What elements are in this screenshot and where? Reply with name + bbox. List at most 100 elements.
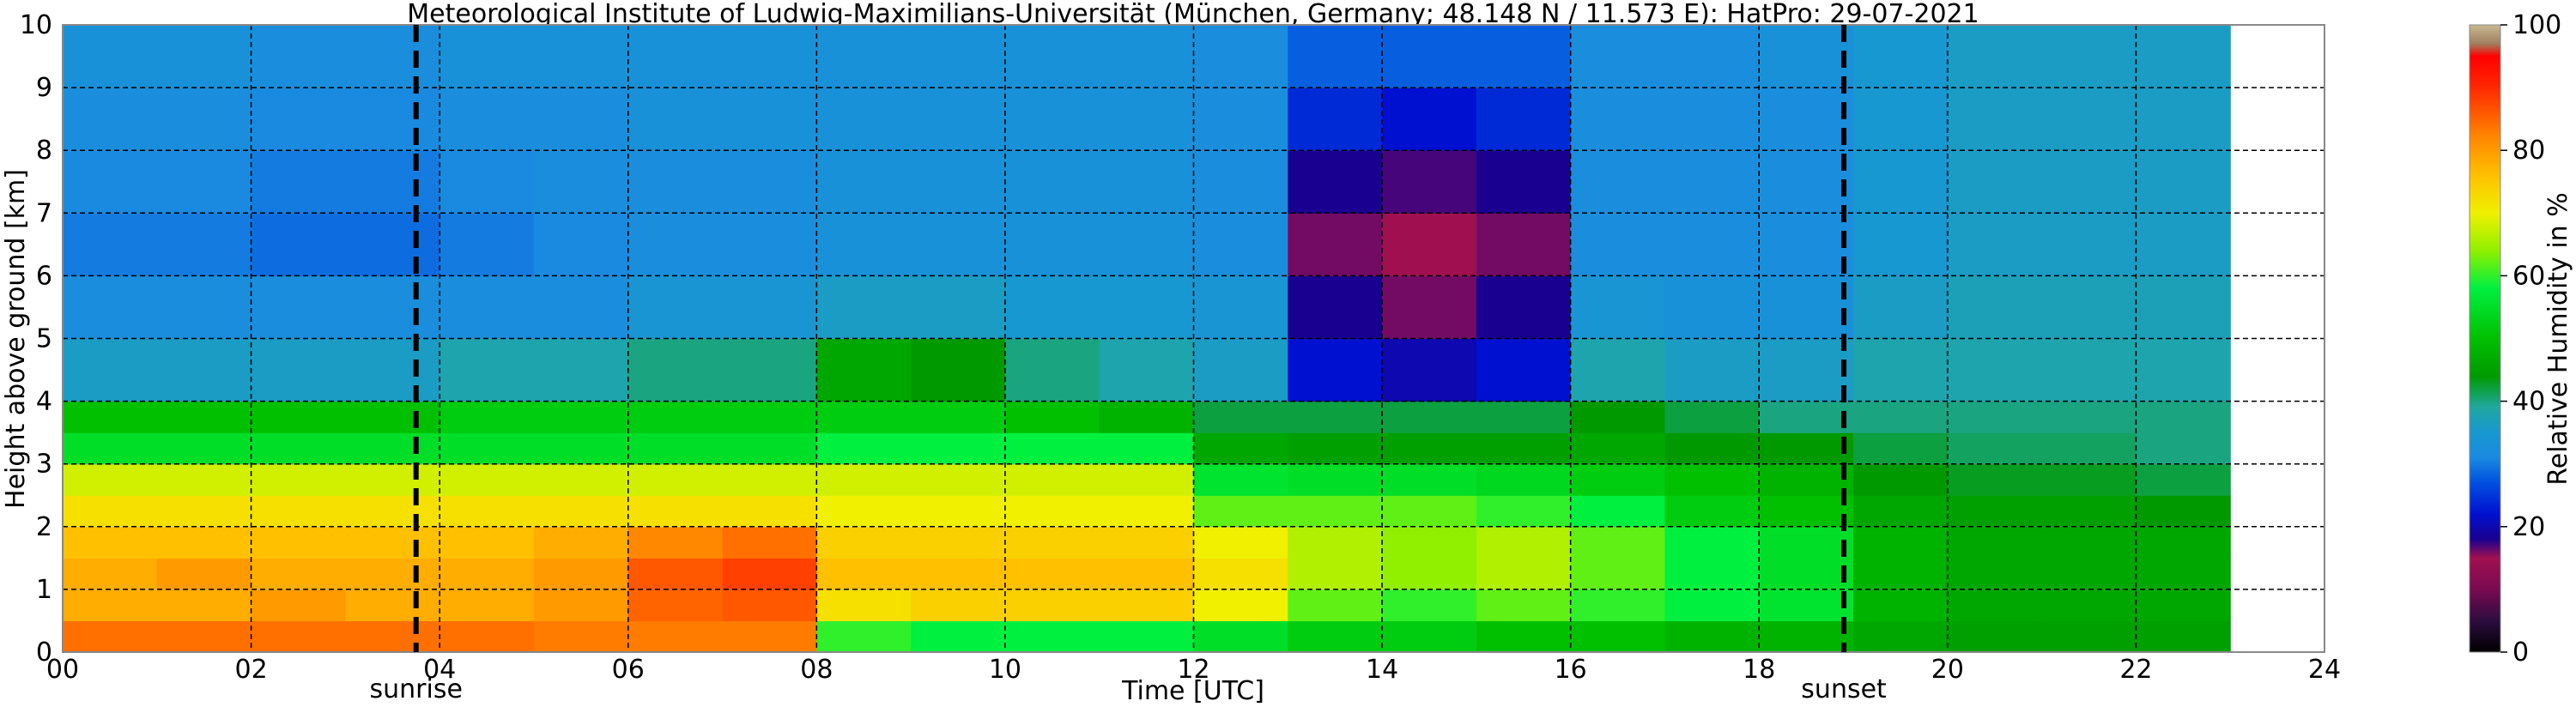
heat-cell [533,88,629,151]
heat-cell [722,213,817,276]
heat-cell [1004,620,1100,653]
heat-cell [251,401,346,433]
heat-cell [345,88,440,151]
heat-cell [627,150,724,214]
heat-cell [2041,88,2137,151]
heat-cell [533,589,629,622]
heat-cell [63,401,158,433]
heat-cell [722,620,817,653]
heat-cell [1004,589,1100,622]
heat-cell [1947,589,2043,622]
heat-cell [1853,463,1949,496]
heat-cell [816,213,912,276]
heat-cell [1004,88,1100,151]
heat-cell [1947,275,2043,340]
heat-cell [911,432,1006,465]
heat-cell [1570,495,1666,528]
heat-cell [63,275,158,340]
heat-cell [439,275,535,340]
heat-cell [2041,213,2137,276]
heat-cell [1664,558,1760,590]
heat-cell [1288,432,1383,465]
heat-cell [251,338,346,402]
heat-cell [1947,150,2043,214]
y-tick-label: 3 [36,450,52,480]
heat-cell [2041,150,2137,214]
heat-cell [251,526,346,559]
heat-cell [627,558,724,590]
colorbar-tick-label: 100 [2512,10,2561,40]
heat-cell [1004,275,1100,340]
heat-cell [1570,150,1666,214]
heat-cell [1759,495,1854,528]
heat-cell [156,150,252,214]
heat-cell [156,463,252,496]
heat-cell [1288,88,1383,151]
heat-cell [1193,338,1288,402]
heat-cell [1570,432,1666,465]
heat-cell [1759,150,1854,214]
heat-cell [63,338,158,402]
heat-cell [345,432,440,465]
heat-cell [1476,88,1572,151]
heat-cell [2136,338,2231,402]
heat-cell [2136,88,2231,151]
heat-cell [1759,401,1854,433]
heat-cell [251,275,346,340]
heat-cell [1853,213,1949,276]
heat-cell [345,338,440,402]
heat-cell [1853,275,1949,340]
heat-cell [1947,463,2043,496]
heat-cell [1947,526,2043,559]
heat-cell [1382,620,1477,653]
heat-cell [439,338,535,402]
heat-cell [1004,401,1100,433]
heat-cell [1759,275,1854,340]
heat-cell [533,150,629,214]
heat-cell [63,213,158,276]
heat-cell [722,275,817,340]
heat-cell [1099,495,1195,528]
heat-cell [911,275,1006,340]
heat-cell [439,463,535,496]
heat-cell [1759,25,1854,88]
heat-cell [1570,25,1666,88]
heat-cell [2136,495,2231,528]
heat-cell [156,558,252,590]
heat-cell [1193,463,1288,496]
heat-cell [1947,620,2043,653]
heat-cell [1476,275,1572,340]
heat-cell [1853,25,1949,88]
heat-cell [533,338,629,402]
heat-cell [816,463,912,496]
heat-cell [1570,88,1666,151]
heat-cell [1570,401,1666,433]
heat-cell [911,558,1006,590]
heat-cell [1853,88,1949,151]
heat-cell [1382,589,1477,622]
heat-cell [1570,213,1666,276]
heat-cell [1288,589,1383,622]
heat-cell [2136,558,2231,590]
heat-cell [1099,88,1195,151]
heat-cell [1476,432,1572,465]
heat-cell [816,275,912,340]
heat-cell [1288,338,1383,402]
heat-cell [1853,589,1949,622]
heat-cell [2136,589,2231,622]
heat-cell [816,401,912,433]
heat-cell [722,25,817,88]
heat-cell [1288,620,1383,653]
heat-cell [1476,25,1572,88]
heat-cell [63,463,158,496]
colorbar-label: Relative Humidity in % [2543,192,2573,485]
heat-cell [911,401,1006,433]
heat-cell [911,589,1006,622]
heat-cell [1570,275,1666,340]
heat-cell [816,620,912,653]
heat-cell [1853,526,1949,559]
heat-cell [439,88,535,151]
y-axis-label: Height above ground [km] [1,169,31,509]
heat-cell [345,150,440,214]
y-tick-label: 0 [36,638,52,668]
